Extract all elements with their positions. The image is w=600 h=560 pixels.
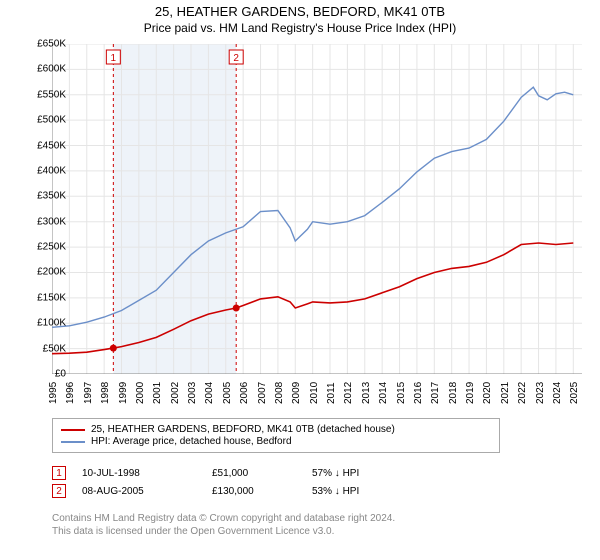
footer-attribution: Contains HM Land Registry data © Crown c… [52,512,572,538]
legend-box: 25, HEATHER GARDENS, BEDFORD, MK41 0TB (… [52,418,500,453]
y-tick-label: £500K [6,115,66,126]
y-tick-label: £200K [6,267,66,278]
x-tick-label: 2019 [465,382,476,404]
x-tick-label: 2011 [326,382,337,404]
footer-line-1: Contains HM Land Registry data © Crown c… [52,512,572,525]
x-tick-label: 1997 [83,382,94,404]
y-tick-label: £0 [6,369,66,380]
chart-title: 25, HEATHER GARDENS, BEDFORD, MK41 0TB [0,4,600,19]
svg-text:1: 1 [111,53,117,64]
sale-marker-1: 1 [52,466,66,480]
title-block: 25, HEATHER GARDENS, BEDFORD, MK41 0TB P… [0,0,600,35]
legend-row-price-paid: 25, HEATHER GARDENS, BEDFORD, MK41 0TB (… [61,424,491,435]
sale-price-1: £51,000 [212,468,312,479]
sale-date-1: 10-JUL-1998 [82,468,212,479]
legend-label-price-paid: 25, HEATHER GARDENS, BEDFORD, MK41 0TB (… [91,424,395,435]
sale-marker-2: 2 [52,484,66,498]
y-tick-label: £150K [6,292,66,303]
sale-delta-1: 57% ↓ HPI [312,468,432,479]
chart-area: 12 [52,44,582,374]
legend-swatch-hpi [61,441,85,443]
y-tick-label: £350K [6,191,66,202]
x-tick-label: 2014 [378,382,389,404]
x-tick-label: 2023 [535,382,546,404]
y-tick-label: £100K [6,318,66,329]
x-tick-label: 1998 [100,382,111,404]
legend-label-hpi: HPI: Average price, detached house, Bedf… [91,436,292,447]
y-tick-label: £450K [6,140,66,151]
x-tick-label: 2017 [430,382,441,404]
sale-date-2: 08-AUG-2005 [82,486,212,497]
x-tick-label: 2005 [222,382,233,404]
chart-subtitle: Price paid vs. HM Land Registry's House … [0,21,600,35]
x-tick-label: 2007 [257,382,268,404]
y-tick-label: £650K [6,39,66,50]
x-tick-label: 2003 [187,382,198,404]
sale-price-2: £130,000 [212,486,312,497]
y-tick-label: £50K [6,343,66,354]
y-tick-label: £300K [6,216,66,227]
sales-row-1: 1 10-JUL-1998 £51,000 57% ↓ HPI [52,466,432,480]
y-tick-label: £550K [6,89,66,100]
y-tick-label: £400K [6,165,66,176]
svg-text:2: 2 [233,53,239,64]
x-tick-label: 1996 [65,382,76,404]
x-tick-label: 2016 [413,382,424,404]
x-tick-label: 2025 [569,382,580,404]
sale-delta-2: 53% ↓ HPI [312,486,432,497]
x-tick-label: 2012 [343,382,354,404]
y-tick-label: £250K [6,242,66,253]
x-tick-label: 2021 [500,382,511,404]
x-tick-label: 2002 [170,382,181,404]
x-tick-label: 2010 [309,382,320,404]
x-tick-label: 2009 [291,382,302,404]
x-tick-label: 2008 [274,382,285,404]
legend-row-hpi: HPI: Average price, detached house, Bedf… [61,436,491,447]
x-tick-label: 2013 [361,382,372,404]
x-tick-label: 2006 [239,382,250,404]
legend-swatch-price-paid [61,429,85,431]
x-tick-label: 1999 [118,382,129,404]
x-tick-label: 2000 [135,382,146,404]
x-tick-label: 2024 [552,382,563,404]
y-tick-label: £600K [6,64,66,75]
x-tick-label: 1995 [48,382,59,404]
footer-line-2: This data is licensed under the Open Gov… [52,525,572,538]
x-tick-label: 2015 [396,382,407,404]
x-tick-label: 2018 [448,382,459,404]
x-tick-label: 2001 [152,382,163,404]
x-tick-label: 2022 [517,382,528,404]
x-tick-label: 2004 [204,382,215,404]
sales-table: 1 10-JUL-1998 £51,000 57% ↓ HPI 2 08-AUG… [52,462,432,502]
chart-svg: 12 [52,44,582,374]
sales-row-2: 2 08-AUG-2005 £130,000 53% ↓ HPI [52,484,432,498]
chart-container: 25, HEATHER GARDENS, BEDFORD, MK41 0TB P… [0,0,600,560]
x-tick-label: 2020 [482,382,493,404]
